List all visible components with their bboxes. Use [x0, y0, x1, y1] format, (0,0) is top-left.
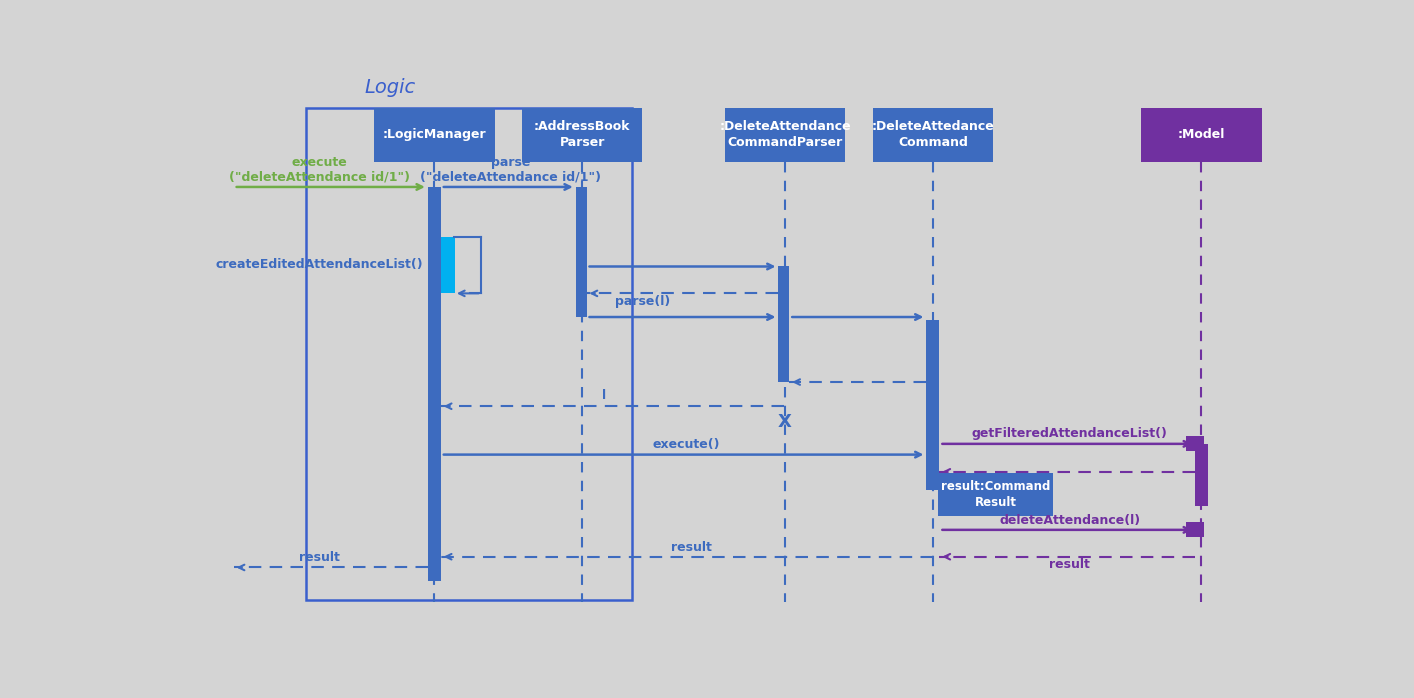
Bar: [872, 108, 993, 162]
Text: l: l: [602, 389, 607, 402]
Text: :DeleteAttedance
Command: :DeleteAttedance Command: [871, 120, 994, 149]
Text: deleteAttendance(l): deleteAttendance(l): [1000, 514, 1141, 527]
Bar: [1195, 444, 1208, 505]
Text: :LogicManager: :LogicManager: [382, 128, 486, 141]
Text: result: result: [1049, 558, 1090, 571]
Bar: [575, 187, 587, 317]
Text: execute
("deleteAttendance id/1"): execute ("deleteAttendance id/1"): [229, 156, 410, 184]
Bar: [1186, 436, 1203, 452]
Text: :DeleteAttendance
CommandParser: :DeleteAttendance CommandParser: [720, 120, 851, 149]
Bar: [373, 108, 495, 162]
Text: Logic: Logic: [365, 78, 416, 97]
Bar: [926, 320, 939, 489]
Text: createEditedAttendanceList(): createEditedAttendanceList(): [215, 258, 423, 272]
Text: X: X: [778, 413, 792, 431]
Bar: [1141, 108, 1261, 162]
Bar: [725, 108, 846, 162]
Bar: [441, 237, 455, 293]
Text: parse
("deleteAttendance id/1"): parse ("deleteAttendance id/1"): [420, 156, 601, 184]
Bar: [522, 108, 642, 162]
Bar: [427, 187, 441, 581]
Text: parse(l): parse(l): [615, 295, 670, 308]
Text: result:Command
Result: result:Command Result: [942, 480, 1051, 510]
Bar: [778, 267, 789, 382]
Text: result: result: [298, 551, 339, 564]
Bar: [939, 473, 1053, 517]
Bar: [1186, 522, 1203, 537]
Text: execute(): execute(): [653, 438, 720, 452]
Text: getFilteredAttendanceList(): getFilteredAttendanceList(): [971, 426, 1168, 440]
Text: :AddressBook
Parser: :AddressBook Parser: [534, 120, 631, 149]
Bar: [305, 108, 632, 600]
Text: :Model: :Model: [1178, 128, 1225, 141]
Text: result: result: [672, 540, 713, 554]
